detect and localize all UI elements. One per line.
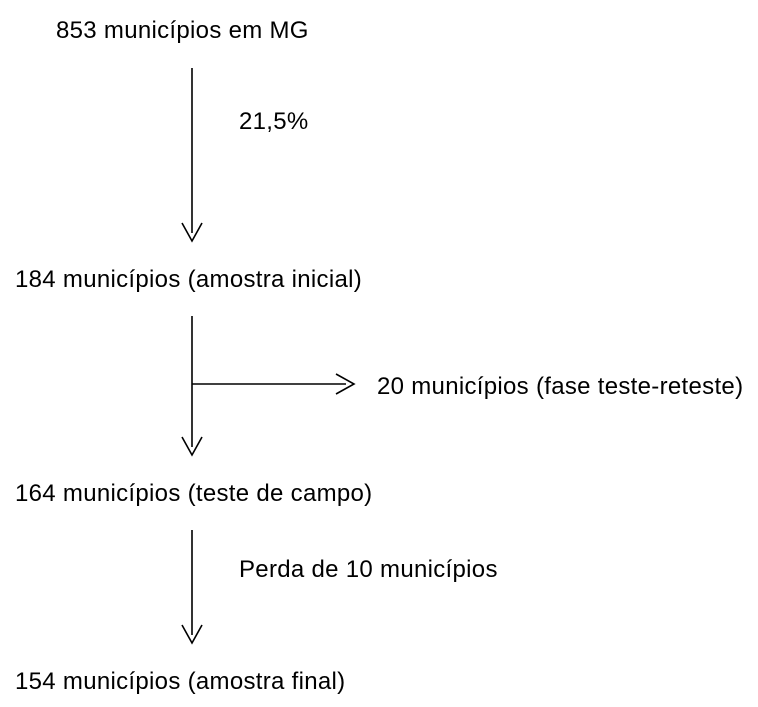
arrow-n4-n5 [178,530,208,650]
node-n2: 184 municípios (amostra inicial) [15,266,362,294]
node-n3: 20 municípios (fase teste-reteste) [377,373,743,401]
arrow-n1-n2 [178,68,208,248]
edge-label-1: 21,5% [239,108,309,136]
edge-label-4: Perda de 10 municípios [239,556,498,584]
node-n1: 853 municípios em MG [56,17,309,45]
node-n5: 154 municípios (amostra final) [15,668,345,696]
arrow-n2-n4 [178,316,378,461]
node-n4: 164 municípios (teste de campo) [15,480,372,508]
